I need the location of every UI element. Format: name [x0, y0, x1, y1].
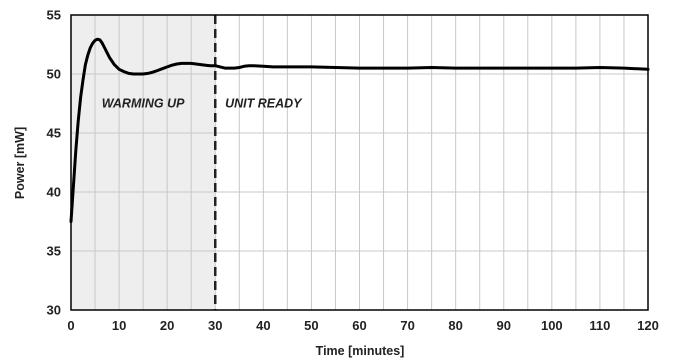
- x-tick-label: 50: [304, 318, 318, 333]
- y-tick-label: 45: [47, 126, 61, 141]
- y-tick-label: 30: [47, 303, 61, 318]
- chart-grid: [71, 15, 648, 310]
- y-tick-label: 40: [47, 185, 61, 200]
- y-tick-label: 35: [47, 244, 61, 259]
- x-tick-label: 100: [541, 318, 563, 333]
- x-tick-label: 110: [589, 318, 610, 333]
- unit-ready-annotation: UNIT READY: [225, 97, 303, 111]
- x-tick-label: 120: [637, 318, 659, 333]
- x-tick-label: 40: [256, 318, 270, 333]
- y-tick-label: 50: [47, 67, 61, 82]
- plot-area-border: [70, 14, 649, 311]
- axis-tick-labels: 0 10 20 30 40 50 60 70 80 90 100 110 120 30 35 40 45 50 55: [47, 8, 659, 334]
- x-tick-label: 0: [67, 318, 74, 333]
- x-tick-label: 60: [352, 318, 366, 333]
- x-tick-label: 90: [497, 318, 511, 333]
- x-tick-label: 30: [208, 318, 222, 333]
- y-tick-label: 55: [47, 8, 61, 23]
- warming-up-annotation: WARMING UP: [102, 97, 185, 111]
- x-tick-label: 80: [448, 318, 462, 333]
- x-tick-label: 20: [160, 318, 174, 333]
- y-axis-label: Power [mW]: [13, 127, 27, 199]
- x-tick-label: 70: [400, 318, 414, 333]
- x-axis-label: Time [minutes]: [316, 344, 405, 358]
- x-tick-label: 10: [112, 318, 126, 333]
- power-series-line: [69, 37, 650, 223]
